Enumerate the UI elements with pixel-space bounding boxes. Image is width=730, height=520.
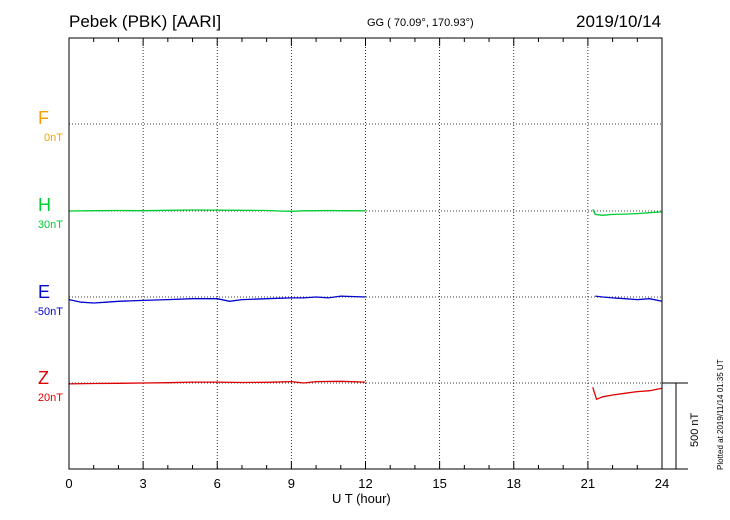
- coordinates-label: GG ( 70.09°, 170.93°): [367, 17, 474, 29]
- x-tick-label: 15: [432, 476, 446, 491]
- axis-ticks: 0 3 6 9 12 15 18 21 24: [65, 38, 669, 491]
- component-baseline-f: 0nT: [44, 132, 63, 144]
- series-line-e: [68, 295, 366, 304]
- series-line-z: [68, 380, 366, 385]
- x-tick-label: 0: [65, 476, 72, 491]
- series-line-h: [68, 209, 366, 212]
- x-axis-label: U T (hour): [332, 491, 391, 506]
- x-tick-label: 6: [214, 476, 221, 491]
- component-baseline-e: -50nT: [34, 306, 63, 318]
- series-line-z: [592, 387, 663, 401]
- component-baseline-z: 20nT: [37, 392, 63, 404]
- component-letter-e: E: [38, 282, 51, 302]
- component-letter-h: H: [38, 195, 51, 215]
- component-letter-f: F: [38, 108, 49, 128]
- x-tick-label: 12: [358, 476, 372, 491]
- x-tick-label: 18: [507, 476, 521, 491]
- scale-bar: [662, 382, 688, 470]
- station-title: Pebek (PBK) [AARI]: [69, 12, 222, 31]
- component-letter-z: Z: [38, 368, 49, 388]
- x-tick-label: 9: [288, 476, 295, 491]
- date-label: 2019/10/14: [576, 12, 662, 31]
- x-tick-label: 3: [140, 476, 147, 491]
- plotted-at-note: Plotted at 2019/11/14 01:35 UT: [716, 359, 725, 470]
- x-tick-label: 21: [581, 476, 595, 491]
- series-line-h: [592, 209, 663, 216]
- data-traces: [68, 209, 663, 401]
- x-tick-label: 24: [655, 476, 669, 491]
- scale-bar-label: 500 nT: [689, 412, 701, 447]
- component-baseline-h: 30nT: [37, 219, 63, 231]
- series-line-e: [595, 295, 663, 302]
- grid-lines: [69, 38, 662, 469]
